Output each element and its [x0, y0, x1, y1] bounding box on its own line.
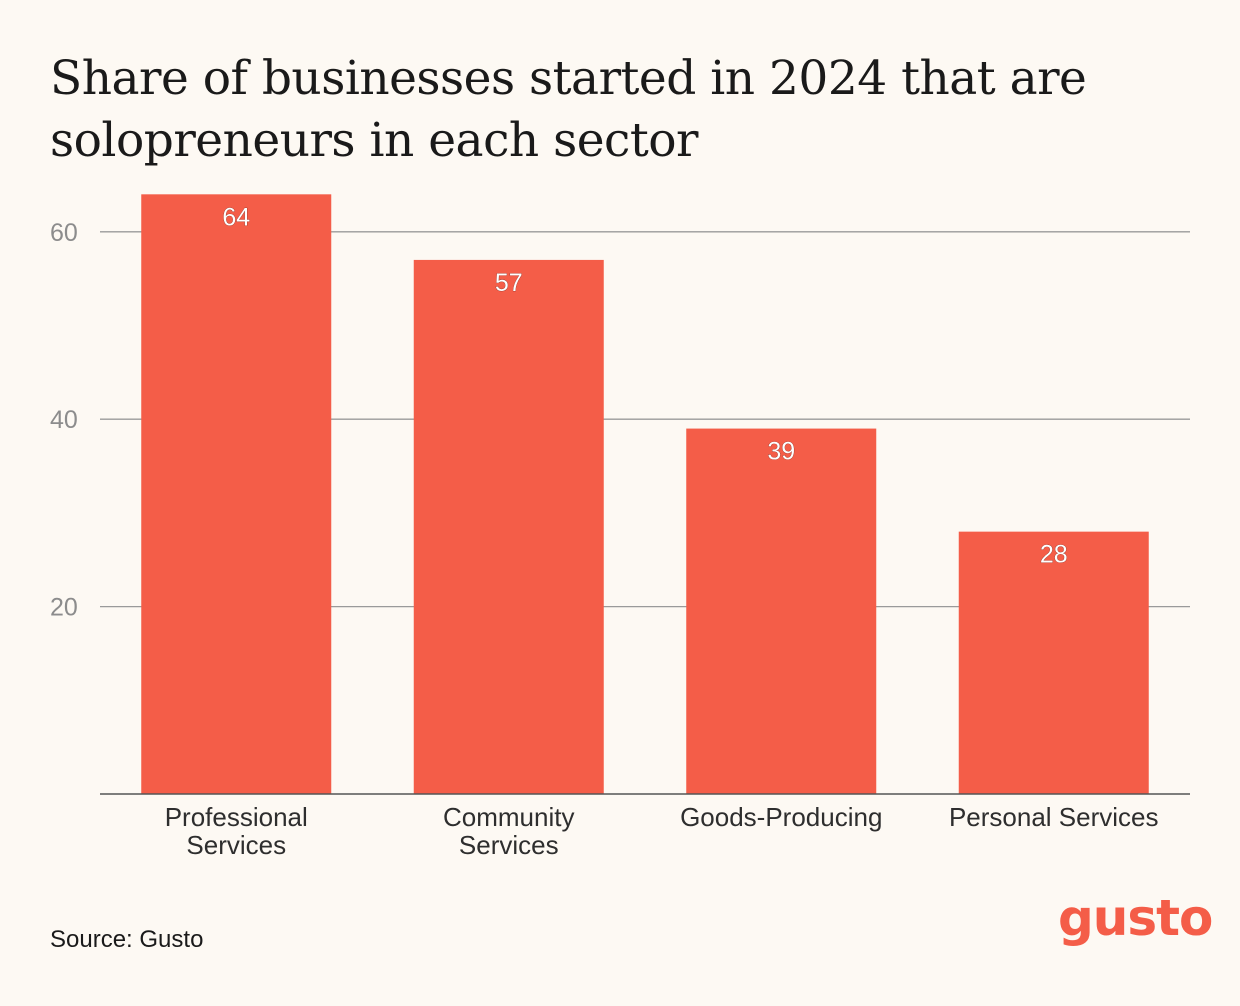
bar-3 — [686, 428, 877, 794]
bars — [141, 194, 1149, 794]
y-tick-label-20: 20 — [50, 594, 78, 622]
category-label-line: Personal Services — [949, 802, 1159, 832]
value-label-1: 64 — [222, 203, 250, 231]
category-label-2: Community Services — [443, 802, 574, 860]
value-labels: 64 57 39 28 — [222, 203, 1068, 569]
value-label-2: 57 — [495, 269, 523, 297]
category-label-3: Goods-Producing — [680, 802, 882, 832]
bar-1 — [141, 194, 332, 794]
category-label-line: Community — [443, 802, 574, 832]
category-label-line: Services — [186, 830, 286, 860]
bar-4 — [958, 531, 1149, 794]
bar-2 — [413, 259, 604, 794]
y-tick-label-60: 60 — [50, 219, 78, 247]
category-label-line: Goods-Producing — [680, 802, 882, 832]
value-label-4: 28 — [1040, 541, 1068, 569]
y-tick-label-40: 40 — [50, 406, 78, 434]
category-label-line: Professional — [165, 802, 308, 832]
category-label-4: Personal Services — [949, 802, 1159, 832]
category-label-1: Professional Services — [165, 802, 308, 860]
gusto-logo: gusto — [1058, 889, 1213, 947]
y-axis-ticks: 20 40 60 — [50, 219, 78, 622]
value-label-3: 39 — [767, 438, 795, 466]
chart-title: Share of businesses started in 2024 that… — [50, 51, 1087, 168]
source-note: Source: Gusto — [50, 926, 204, 953]
category-label-line: Services — [459, 830, 559, 860]
